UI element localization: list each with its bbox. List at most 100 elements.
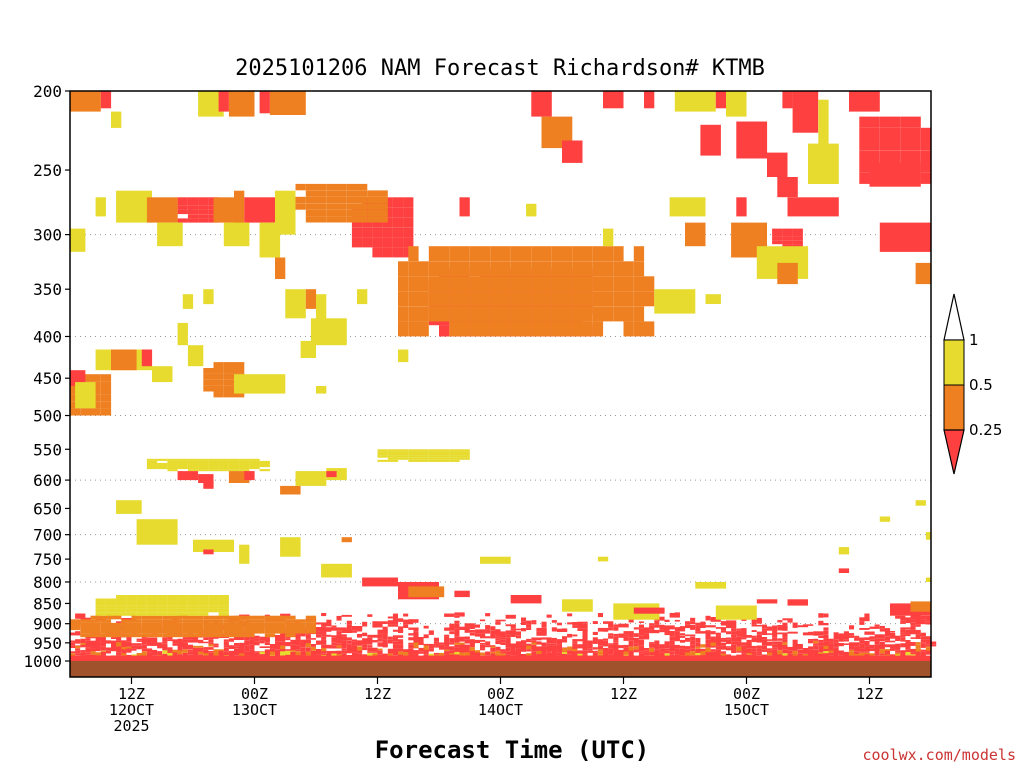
ri-cell [910,642,916,646]
ri-cell [792,91,819,133]
ri-cell [485,613,491,617]
ri-cell [777,650,783,655]
ri-cell [362,227,373,238]
ri-cell [679,648,685,652]
ri-cell [536,646,542,651]
ri-cell [198,474,214,483]
ri-cell [818,649,824,652]
ri-cell [234,630,245,634]
ri-cell [141,651,147,654]
ri-cell [464,636,470,640]
ri-cell [346,183,358,191]
ri-cell [100,374,112,382]
ri-cell [223,362,235,368]
ri-cell [254,619,265,623]
ri-cell [541,321,552,337]
ri-cell [377,203,388,210]
ri-cell [859,643,865,647]
ri-cell [500,261,511,277]
ri-cell [480,306,491,322]
ri-cell [582,306,593,322]
ri-cell [592,321,604,337]
ri-cell [449,451,460,454]
y-tick-label-350: 350 [33,280,62,299]
ri-cell [167,467,178,470]
ri-cell [182,649,188,653]
ri-cell [280,485,301,495]
ri-cell [203,637,209,640]
ri-cell [121,640,127,643]
ri-cell [726,639,732,645]
ri-cell [454,632,460,637]
ri-cell [741,637,747,640]
ri-cell [608,635,614,639]
ri-cell [351,227,363,238]
ri-cell [613,626,619,629]
ri-cell [582,643,588,648]
y-axis: 2002503003504004505005506006507007508008… [23,82,70,671]
ri-cell [551,291,563,307]
ri-cell [187,458,199,461]
ri-cell [167,612,178,616]
ri-cell [623,644,629,648]
ri-cell [372,621,378,626]
ri-cell [75,650,81,654]
ri-cell [218,458,229,461]
ri-cell [234,615,245,620]
ri-cell [638,651,644,654]
ri-cell [849,633,855,636]
ri-cell [720,642,726,646]
ri-cell [695,652,701,656]
ri-cell [756,634,762,637]
ri-cell [187,612,199,616]
ri-cell [644,652,650,656]
ri-cell [879,625,885,628]
ri-cell [751,648,757,652]
ri-cell [80,408,91,416]
ri-cell [715,639,727,642]
ri-cell [264,615,276,620]
ri-cell [305,630,317,634]
ri-cell [777,625,783,627]
ri-cell [203,653,209,658]
ri-cell [418,643,424,645]
ri-cell [787,631,798,634]
ri-cell [782,653,788,655]
ri-cell [111,637,117,639]
ri-cell [741,628,747,633]
ri-cell [398,639,404,643]
ri-cell [172,633,183,638]
ri-cell [239,460,250,463]
ri-cell [495,646,501,651]
ri-cell [849,625,855,630]
ri-cell [823,641,829,646]
ri-cell [362,237,373,248]
ri-cell [439,449,450,452]
ri-cell [95,647,101,650]
ri-cell [75,616,86,619]
ri-cell [321,636,327,640]
ri-cell [521,261,532,277]
ri-cell [234,362,245,368]
ri-cell [357,183,368,191]
ri-cell [213,391,224,398]
ri-cell [874,648,880,652]
ri-cell [177,467,188,470]
ri-cell [223,642,229,646]
ri-cell [459,246,470,262]
ri-cell [341,537,352,543]
ri-cell [208,458,219,461]
ri-cell [239,462,250,465]
ri-cell [459,291,470,307]
ri-cell [905,619,911,624]
ri-cell [141,619,153,623]
ri-cell [167,601,178,606]
ri-cell [654,646,660,650]
ri-cell [572,639,583,642]
ri-cell [80,622,91,627]
ri-cell [562,321,573,337]
ri-cell [428,451,440,454]
ri-cell [818,652,824,654]
ri-cell [900,636,906,638]
ri-cell [741,632,747,635]
